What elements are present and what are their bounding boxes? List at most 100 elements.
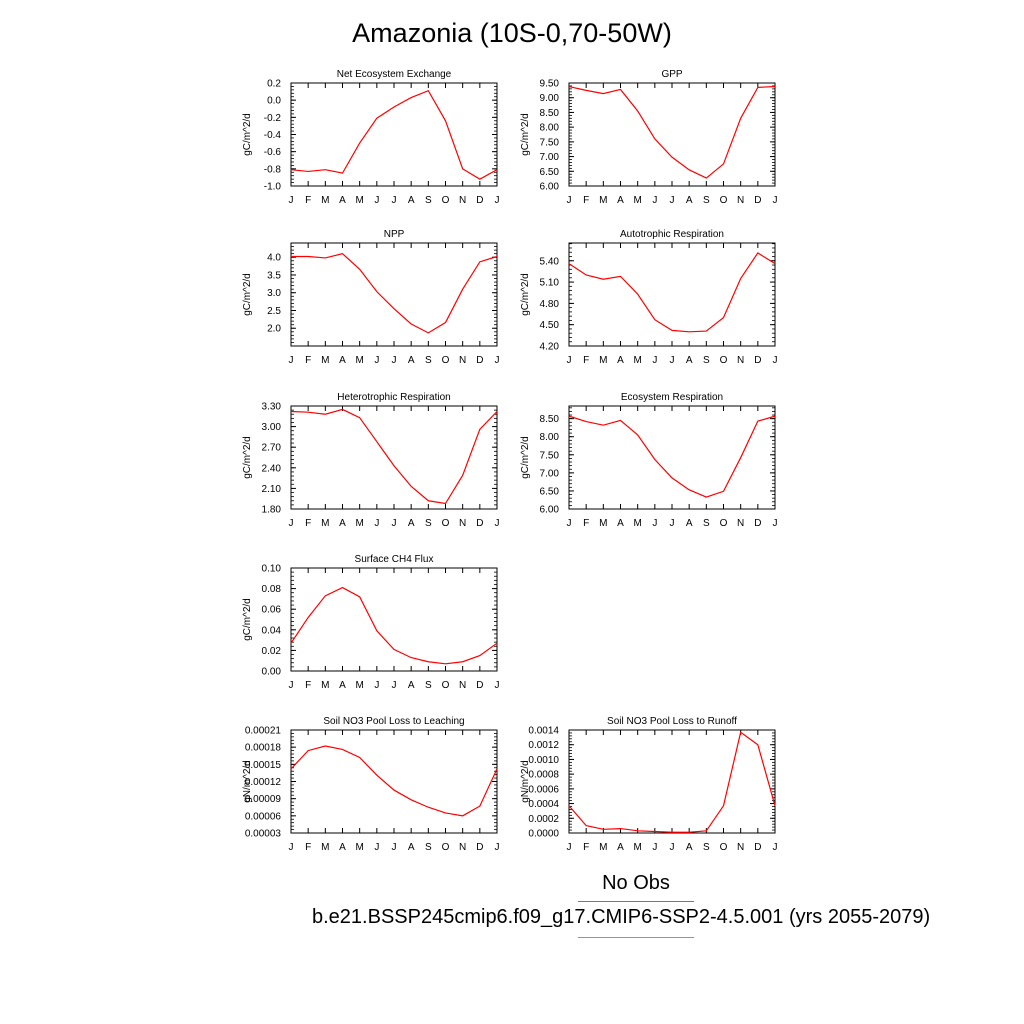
x-tick-label: A xyxy=(408,842,415,853)
plot-frame xyxy=(568,405,776,510)
y-tick-label: 0.0004 xyxy=(528,799,559,810)
x-tick-label: J xyxy=(670,195,675,206)
x-tick-label: O xyxy=(442,195,450,206)
x-tick-label: J xyxy=(374,518,379,529)
y-axis-label: gC/m^2/d xyxy=(242,436,253,479)
x-tick-label: J xyxy=(374,355,379,366)
y-tick-label: 9.00 xyxy=(540,93,560,104)
y-tick-label: 3.5 xyxy=(267,270,281,281)
series-line xyxy=(290,89,498,180)
y-tick-label: 3.0 xyxy=(267,288,281,299)
y-axis-label: gN/m^2/d xyxy=(242,760,253,803)
x-tick-label: M xyxy=(633,195,641,206)
y-tick-label: 7.50 xyxy=(540,450,560,461)
y-tick-label: 8.50 xyxy=(540,108,560,119)
x-tick-label: J xyxy=(392,842,397,853)
x-tick-label: S xyxy=(425,680,432,691)
x-tick-label: M xyxy=(633,518,641,529)
legend-obs-label: No Obs xyxy=(602,872,670,894)
panel-title: Soil NO3 Pool Loss to Runoff xyxy=(607,716,737,727)
x-tick-label: J xyxy=(289,518,294,529)
y-tick-label: 0.2 xyxy=(267,79,281,90)
x-tick-label: D xyxy=(476,680,483,691)
y-tick-label: -0.2 xyxy=(264,113,282,124)
y-tick-label: 1.80 xyxy=(262,505,282,516)
x-tick-label: A xyxy=(339,842,346,853)
y-tick-label: 0.0002 xyxy=(528,814,559,825)
x-tick-label: D xyxy=(476,195,483,206)
x-tick-label: A xyxy=(339,518,346,529)
x-tick-label: D xyxy=(754,355,761,366)
x-tick-label: A xyxy=(339,195,346,206)
x-tick-label: D xyxy=(754,195,761,206)
y-tick-label: 0.0014 xyxy=(528,726,559,737)
x-tick-label: S xyxy=(703,195,710,206)
x-tick-label: F xyxy=(305,518,311,529)
y-tick-label: 0.00015 xyxy=(245,760,282,771)
x-tick-label: J xyxy=(773,355,778,366)
y-tick-label: 2.0 xyxy=(267,324,281,335)
x-tick-label: M xyxy=(321,355,329,366)
x-tick-label: N xyxy=(459,195,466,206)
y-tick-label: 8.00 xyxy=(540,123,560,134)
legend-model-line xyxy=(578,937,694,938)
y-tick-label: 0.00009 xyxy=(245,794,282,805)
x-tick-label: M xyxy=(633,842,641,853)
x-tick-label: M xyxy=(355,355,363,366)
x-tick-label: A xyxy=(339,680,346,691)
x-tick-label: J xyxy=(652,518,657,529)
legend-run-label: b.e21.BSSP245cmip6.f09_g17.CMIP6-SSP2-4.… xyxy=(312,906,931,928)
y-tick-label: 2.70 xyxy=(262,443,282,454)
y-tick-label: 0.00006 xyxy=(245,811,282,822)
x-tick-label: A xyxy=(617,195,624,206)
y-tick-label: -1.0 xyxy=(264,182,282,193)
x-tick-label: J xyxy=(495,842,500,853)
x-tick-label: J xyxy=(567,518,572,529)
panel-title: Autotrophic Respiration xyxy=(620,229,724,240)
y-tick-label: 3.00 xyxy=(262,422,282,433)
x-tick-label: M xyxy=(599,355,607,366)
series-line xyxy=(568,415,776,498)
y-tick-label: 2.5 xyxy=(267,306,281,317)
y-tick-label: 4.0 xyxy=(267,253,281,264)
y-axis-label: gN/m^2/d xyxy=(520,760,531,803)
x-tick-label: O xyxy=(720,518,728,529)
x-tick-label: J xyxy=(652,355,657,366)
y-tick-label: -0.4 xyxy=(264,130,282,141)
x-tick-label: S xyxy=(703,842,710,853)
x-tick-label: A xyxy=(686,518,693,529)
y-tick-label: -0.8 xyxy=(264,164,282,175)
panel-title: Net Ecosystem Exchange xyxy=(337,69,452,80)
y-axis-label: gC/m^2/d xyxy=(520,273,531,316)
x-tick-label: O xyxy=(720,195,728,206)
x-tick-label: J xyxy=(374,842,379,853)
y-tick-label: 6.00 xyxy=(540,182,560,193)
x-tick-label: J xyxy=(392,195,397,206)
x-tick-label: A xyxy=(686,195,693,206)
x-tick-label: M xyxy=(321,195,329,206)
x-tick-label: D xyxy=(754,842,761,853)
x-tick-label: A xyxy=(408,518,415,529)
y-tick-label: 0.0 xyxy=(267,96,281,107)
x-tick-label: J xyxy=(567,195,572,206)
x-tick-label: J xyxy=(495,680,500,691)
y-tick-label: 0.00012 xyxy=(245,777,282,788)
x-tick-label: S xyxy=(425,518,432,529)
x-tick-label: M xyxy=(633,355,641,366)
x-tick-label: J xyxy=(670,355,675,366)
page-title: Amazonia (10S-0,70-50W) xyxy=(352,18,672,48)
y-tick-label: 0.00 xyxy=(262,667,282,678)
x-tick-label: N xyxy=(737,518,744,529)
y-tick-label: 8.50 xyxy=(540,414,560,425)
x-tick-label: M xyxy=(355,680,363,691)
x-tick-label: F xyxy=(583,518,589,529)
y-tick-label: 0.0000 xyxy=(528,829,559,840)
plot-frame xyxy=(290,242,498,347)
x-tick-label: D xyxy=(476,842,483,853)
y-tick-label: 0.0010 xyxy=(528,755,559,766)
x-tick-label: A xyxy=(408,195,415,206)
plot-frame xyxy=(290,405,498,510)
y-tick-label: 2.40 xyxy=(262,463,282,474)
